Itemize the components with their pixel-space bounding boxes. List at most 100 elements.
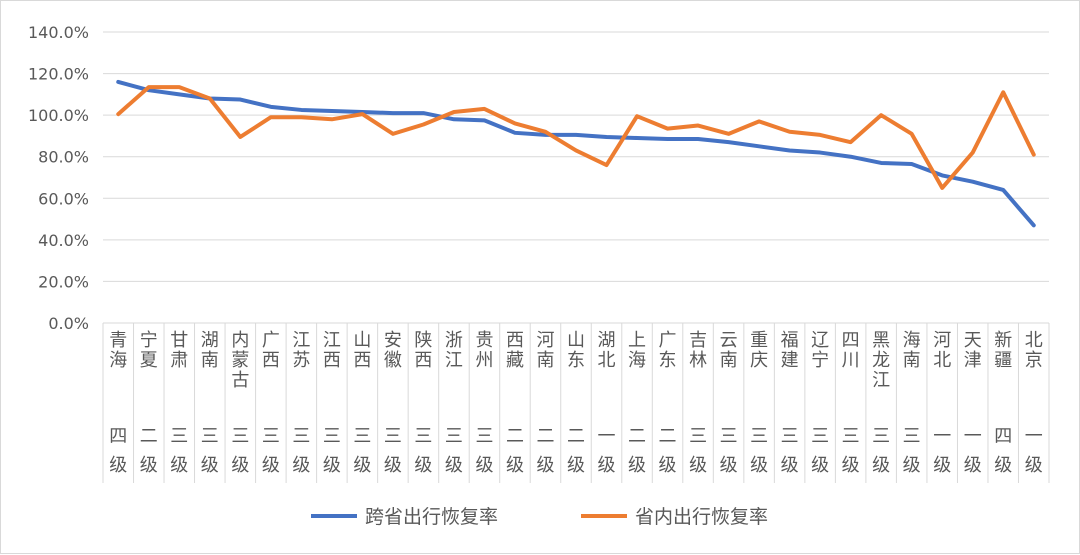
tier-label: 三 [689, 426, 707, 447]
category-label: 夏 [140, 350, 158, 371]
series-line-1 [116, 79, 1036, 228]
tier-label: 三 [170, 426, 188, 447]
tier-label: 三 [903, 426, 921, 447]
category-label: 宁 [140, 330, 158, 351]
category-label: 海 [903, 330, 921, 351]
category-label: 州 [475, 350, 493, 371]
category-label: 山 [353, 330, 371, 351]
tier-label: 三 [781, 426, 799, 447]
tier-label: 级 [506, 455, 524, 476]
tier-label: 级 [842, 455, 860, 476]
series-line-2 [116, 85, 1036, 190]
category-label: 苏 [292, 350, 310, 371]
category-label: 海 [109, 350, 127, 371]
tier-label: 级 [445, 455, 463, 476]
category-label: 徽 [384, 350, 402, 371]
category-label: 南 [536, 350, 554, 371]
tier-label: 二 [567, 426, 585, 447]
tier-label: 三 [292, 426, 310, 447]
category-label: 海 [628, 350, 646, 371]
tier-label: 级 [292, 455, 310, 476]
tier-label: 三 [414, 426, 432, 447]
category-label: 山 [567, 330, 585, 351]
tier-label: 级 [1025, 455, 1043, 476]
category-label: 江 [292, 330, 310, 351]
category-label: 南 [201, 350, 219, 371]
category-label: 西 [353, 350, 371, 371]
tier-label: 一 [598, 426, 616, 447]
category-label: 四 [842, 330, 860, 351]
tier-label: 级 [872, 455, 890, 476]
category-label: 建 [781, 350, 799, 371]
category-label: 黑 [872, 330, 890, 351]
y-tick-label: 60.0% [38, 189, 89, 208]
category-label: 河 [933, 330, 951, 351]
tier-label: 三 [231, 426, 249, 447]
tier-label: 级 [109, 455, 127, 476]
tier-label: 一 [964, 426, 982, 447]
tier-label: 三 [384, 426, 402, 447]
category-label: 辽 [811, 330, 829, 351]
y-tick-label: 20.0% [38, 272, 89, 291]
category-label: 河 [536, 330, 554, 351]
legend-label: 跨省出行恢复率 [365, 506, 498, 528]
category-label: 林 [689, 350, 707, 371]
tier-label: 级 [689, 455, 707, 476]
tier-label: 二 [536, 426, 554, 447]
tier-label: 三 [323, 426, 341, 447]
tier-label: 级 [475, 455, 493, 476]
tier-label: 级 [720, 455, 738, 476]
tier-label: 级 [964, 455, 982, 476]
tier-label: 四 [994, 426, 1012, 447]
category-label: 北 [933, 350, 951, 371]
category-label: 西 [262, 350, 280, 371]
category-label: 甘 [170, 330, 188, 351]
category-label: 江 [445, 350, 463, 371]
category-label: 重 [750, 330, 768, 351]
category-label: 贵 [475, 330, 493, 351]
category-label: 疆 [994, 350, 1012, 371]
category-label: 湖 [598, 330, 616, 351]
category-label: 蒙 [231, 350, 249, 371]
tier-label: 级 [231, 455, 249, 476]
tier-label: 二 [506, 426, 524, 447]
category-label: 江 [872, 370, 890, 391]
category-label: 西 [506, 330, 524, 351]
category-label: 北 [1025, 330, 1043, 351]
tier-label: 三 [872, 426, 890, 447]
category-label: 津 [964, 350, 982, 371]
tier-label: 级 [262, 455, 280, 476]
y-tick-label: 80.0% [38, 148, 89, 167]
tier-label: 级 [628, 455, 646, 476]
category-label: 安 [384, 330, 402, 351]
category-label: 庆 [750, 350, 768, 371]
tier-label: 级 [170, 455, 188, 476]
tier-label: 级 [353, 455, 371, 476]
tier-label: 三 [201, 426, 219, 447]
category-label: 南 [720, 350, 738, 371]
category-label: 内 [231, 330, 249, 351]
tier-label: 级 [140, 455, 158, 476]
tier-label: 三 [353, 426, 371, 447]
tier-label: 三 [720, 426, 738, 447]
category-label: 古 [231, 370, 249, 391]
category-label: 青 [109, 330, 127, 351]
y-tick-label: 120.0% [28, 65, 89, 84]
category-label: 京 [1025, 350, 1043, 371]
category-label: 湖 [201, 330, 219, 351]
category-label: 东 [659, 350, 677, 371]
tier-label: 三 [262, 426, 280, 447]
tier-label: 级 [536, 455, 554, 476]
tier-label: 二 [628, 426, 646, 447]
category-label: 云 [720, 330, 738, 351]
tier-label: 级 [781, 455, 799, 476]
category-label: 宁 [811, 350, 829, 371]
legend-label: 省内出行恢复率 [635, 506, 768, 528]
tier-label: 三 [811, 426, 829, 447]
category-label: 吉 [689, 330, 707, 351]
y-tick-label: 140.0% [28, 23, 89, 42]
tier-label: 级 [598, 455, 616, 476]
category-label: 广 [262, 330, 280, 351]
